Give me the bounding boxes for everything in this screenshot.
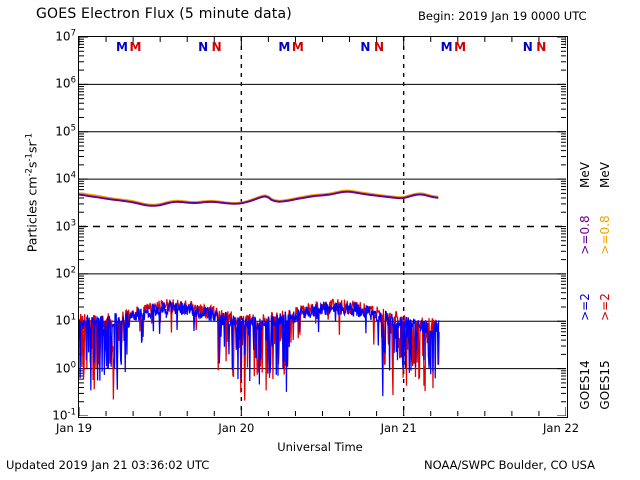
x-tick-label: Jan 19: [56, 421, 93, 435]
event-marker-n: N: [198, 40, 209, 54]
legend-satellite-goes14: GOES14: [577, 360, 592, 410]
x-tick-label: Jan 22: [543, 421, 580, 435]
y-tick-label: 106: [55, 75, 76, 91]
event-marker-n: N: [522, 40, 533, 54]
flux-plot-svg: [79, 37, 566, 416]
updated-timestamp: Updated 2019 Jan 21 03:36:02 UTC: [6, 458, 210, 472]
legend-unit-goes15: MeV: [597, 162, 612, 188]
page-title: GOES Electron Flux (5 minute data): [36, 6, 292, 22]
legend-channel-goes14-2mev: >=2: [577, 293, 592, 321]
agency-credit: NOAA/SWPC Boulder, CO USA: [424, 458, 596, 472]
event-marker-n: N: [536, 40, 547, 54]
legend-channel-goes15-2mev: >=2: [597, 293, 612, 321]
y-tick-label: 107: [55, 28, 76, 44]
x-tick-label: Jan 20: [218, 421, 255, 435]
event-marker-n: N: [211, 40, 222, 54]
legend: GOES14 >=2 >=0.8 MeV GOES15 >=2 >=0.8 Me…: [570, 150, 640, 420]
legend-column-goes14: GOES14 >=2 >=0.8 MeV: [576, 150, 593, 420]
legend-channel-goes14-08mev: >=0.8: [577, 215, 592, 255]
event-marker-m: M: [440, 40, 453, 54]
legend-unit-goes14: MeV: [577, 162, 592, 188]
x-axis-ticks: Jan 19 Jan 20 Jan 21 Jan 22: [0, 421, 640, 439]
legend-column-goes15: GOES15 >=2 >=0.8 MeV: [596, 150, 613, 420]
y-axis-ticks: 107 106 105 104 103 102 101 100 10-1: [0, 29, 76, 423]
y-tick-label: 100: [55, 360, 76, 376]
y-tick-label: 10-1: [52, 407, 76, 423]
begin-time-label: Begin: 2019 Jan 19 0000 UTC: [418, 9, 587, 23]
y-tick-label: 101: [55, 312, 76, 328]
y-tick-label: 103: [55, 218, 76, 233]
event-marker-m: M: [291, 40, 304, 54]
x-axis-label: Universal Time: [277, 440, 363, 454]
y-tick-label: 102: [55, 265, 76, 281]
trace-goes14-2-mev: [79, 300, 440, 397]
event-marker-m: M: [129, 40, 142, 54]
event-marker-m: M: [278, 40, 291, 54]
x-tick-label: Jan 21: [380, 421, 417, 435]
event-marker-m: M: [115, 40, 128, 54]
plot-area: [78, 36, 568, 418]
legend-channel-goes15-08mev: >=0.8: [597, 215, 612, 255]
event-marker-n: N: [373, 40, 385, 54]
y-tick-label: 104: [55, 170, 76, 186]
legend-satellite-goes15: GOES15: [597, 360, 612, 410]
event-marker-m: M: [454, 40, 467, 54]
event-marker-n: N: [360, 40, 371, 54]
y-tick-label: 105: [55, 123, 76, 139]
trace-goes14-0-8-mev: [79, 190, 439, 207]
